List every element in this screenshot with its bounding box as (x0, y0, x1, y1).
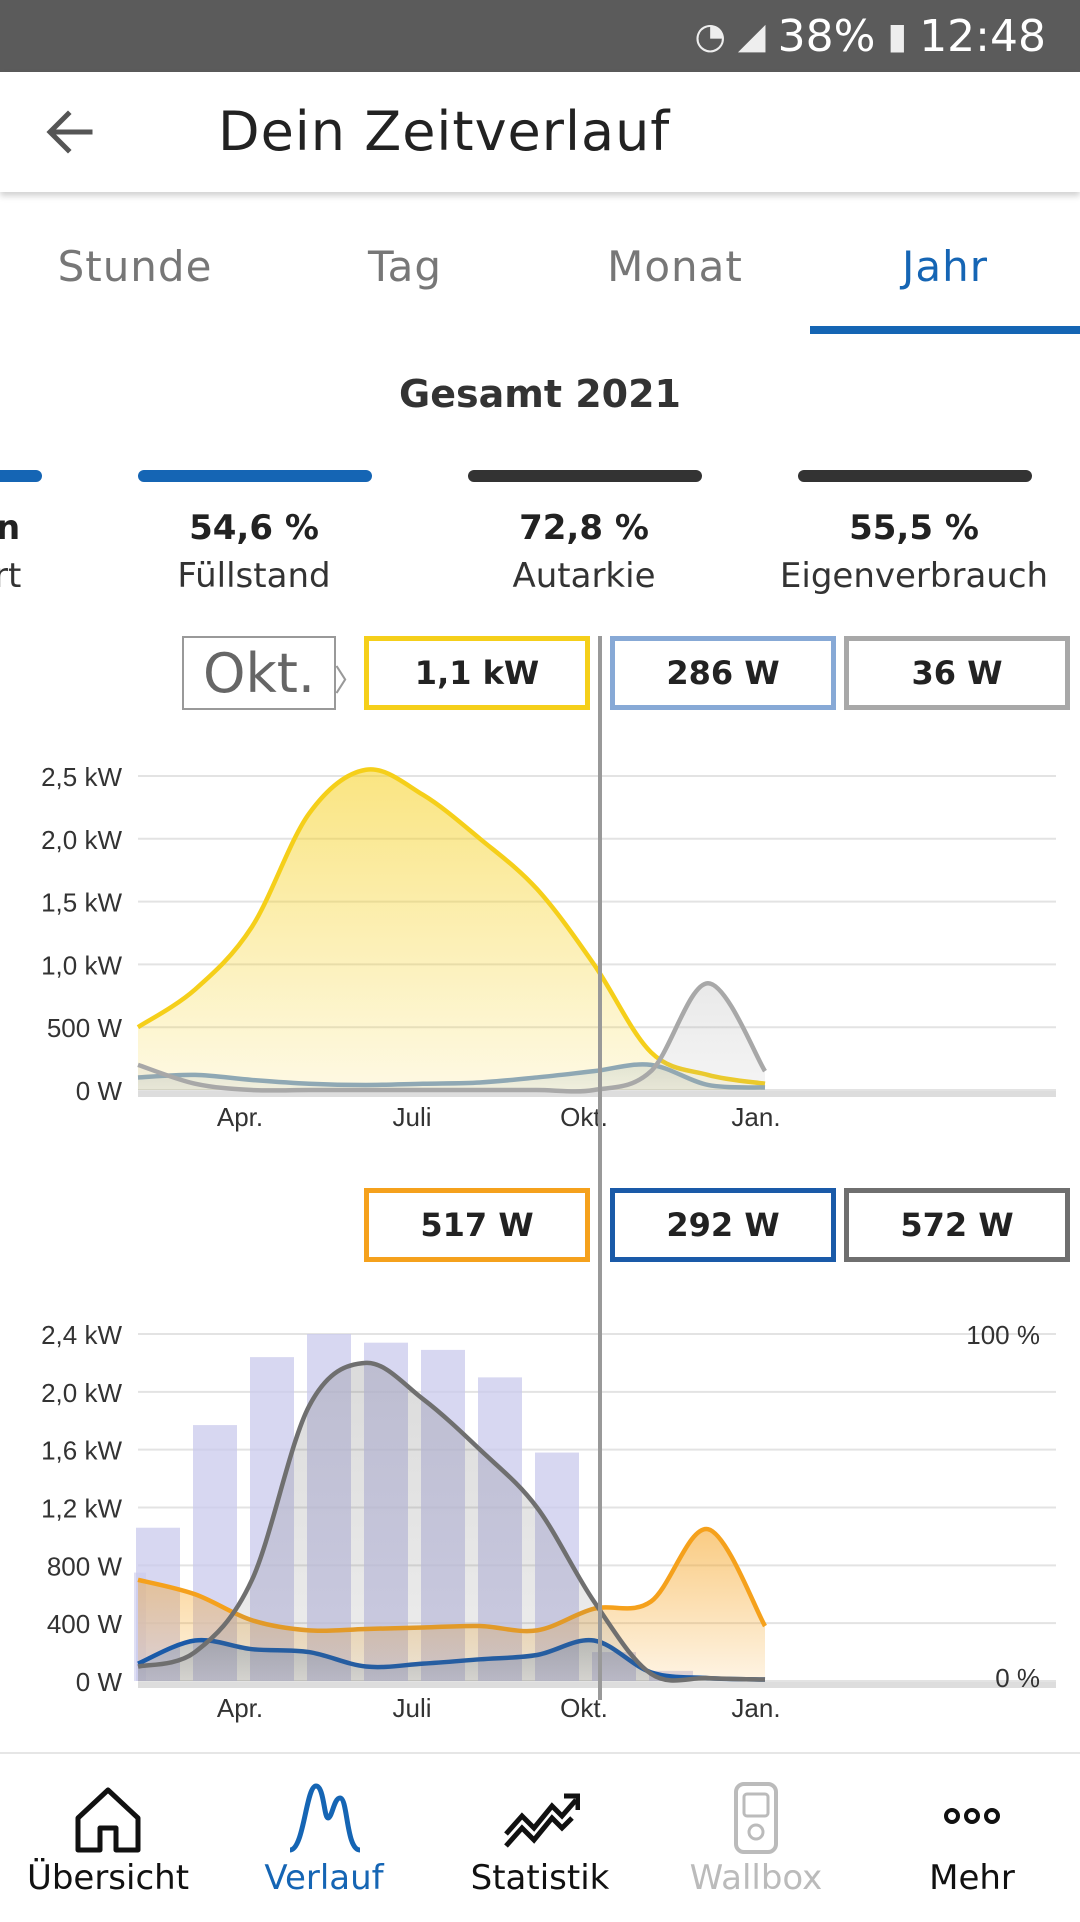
value-box-production: 1,1 kW (364, 636, 590, 710)
kpi-value-partial: n (0, 508, 21, 548)
x-tick-label: Juli (392, 1102, 431, 1132)
x-tick-label: Jan. (731, 1102, 780, 1132)
arrow-left-icon[interactable] (40, 102, 100, 162)
nav-wallbox[interactable]: Wallbox (648, 1754, 864, 1922)
series-area (138, 1362, 765, 1681)
series-line (137, 1360, 766, 1683)
nav-label: Übersicht (26, 1858, 190, 1898)
x-tick-label: Apr. (217, 1693, 263, 1723)
nav-mehr[interactable]: Mehr (864, 1754, 1080, 1922)
series-area (138, 769, 765, 1090)
house-icon (75, 1787, 141, 1853)
series-line (136, 767, 766, 1086)
value-box-consumption: 292 W (610, 1188, 836, 1262)
tab-active-indicator (810, 326, 1080, 334)
x-tick-label: Apr. (217, 1102, 263, 1132)
tab-monat[interactable]: Monat (607, 242, 743, 291)
x-tick-label: Juli (392, 1693, 431, 1723)
summary-title: Gesamt 2021 (399, 372, 681, 416)
tab-stunde[interactable]: Stunde (57, 242, 213, 291)
app-bar: Dein Zeitverlauf (0, 72, 1080, 192)
wallbox-icon (734, 1782, 778, 1854)
value-box-grid-draw: 36 W (844, 636, 1070, 710)
kpi-label-autarkie: Autarkie (512, 556, 656, 596)
nav-verlauf[interactable]: Verlauf (216, 1754, 432, 1922)
y-tick-label: 2,5 kW (41, 762, 122, 792)
nav-statistik[interactable]: Statistik (432, 1754, 648, 1922)
nav-label: Wallbox (689, 1858, 823, 1898)
nav-uebersicht[interactable]: Übersicht (0, 1754, 216, 1922)
y-tick-label: 1,6 kW (41, 1436, 122, 1466)
y-tick-label: 400 W (47, 1609, 123, 1639)
kpi-value-autarkie: 72,8 % (519, 508, 649, 548)
battery-percent: 38% (777, 10, 876, 62)
y-tick-label: 0 W (76, 1667, 123, 1697)
y-tick-label: 500 W (47, 1013, 123, 1043)
nav-label: Statistik (470, 1858, 610, 1898)
y-tick-label: 2,0 kW (41, 825, 122, 855)
nav-label: Mehr (929, 1858, 1015, 1898)
kpi-bar-partial (0, 470, 42, 482)
kpi-bar-autarkie (468, 470, 702, 482)
battery-icon: ▮ (887, 15, 908, 57)
kpi-bar-fuellstand (138, 470, 372, 482)
kpi-bar-eigenverbrauch (798, 470, 1032, 482)
value-box-battery: 517 W (364, 1188, 590, 1262)
tab-tag[interactable]: Tag (367, 242, 443, 291)
nav-label: Verlauf (264, 1858, 384, 1898)
signal-icon: ◢ (737, 15, 766, 57)
value-box-self-use: 572 W (844, 1188, 1070, 1262)
chevron-right-icon: 〉 (334, 664, 364, 699)
page-title: Dein Zeitverlauf (218, 100, 671, 163)
x-tick-label: Jan. (731, 1693, 780, 1723)
y-tick-label: 1,2 kW (41, 1494, 122, 1524)
y-tick-label: 2,0 kW (41, 1378, 122, 1408)
status-bar: ◔ ◢ 38% ▮ 12:48 (0, 0, 1080, 72)
series-area (138, 983, 765, 1092)
series-line (137, 980, 767, 1094)
y-tick-label: 1,5 kW (41, 888, 122, 918)
y-tick-label: 800 W (47, 1551, 123, 1581)
y2-tick-label: 0 % (995, 1663, 1040, 1693)
clock: 12:48 (919, 10, 1046, 62)
value-box-grid-feed: 286 W (610, 636, 836, 710)
kpi-label-fuellstand: Füllstand (177, 556, 331, 596)
kpi-value-eigenverbrauch: 55,5 % (849, 508, 979, 548)
y-tick-label: 2,4 kW (41, 1320, 122, 1350)
charts-canvas[interactable]: 2,5 kW 2,0 kW 1,5 kW 1,0 kW 500 W 0 W Apr. Juli… (0, 0, 1080, 1752)
wifi-icon: ◔ (694, 15, 726, 57)
bottom-navigation: Übersicht Verlauf Statistik Wallbox Mehr (0, 1752, 1080, 1920)
cursor-label: Okt. (182, 636, 336, 710)
kpi-label-eigenverbrauch: Eigenverbrauch (779, 556, 1049, 596)
y-tick-label: 0 W (76, 1076, 123, 1106)
kpi-value-fuellstand: 54,6 % (189, 508, 319, 548)
y2-tick-label: 100 % (966, 1320, 1040, 1350)
period-tabs: Stunde Tag Monat Jahr (0, 220, 1080, 336)
curve-icon (288, 1783, 361, 1853)
more-dots-icon (944, 1808, 1000, 1824)
kpi-label-partial: rt (0, 556, 22, 596)
tab-jahr[interactable]: Jahr (901, 242, 988, 291)
trend-icon (504, 1793, 580, 1848)
y-tick-label: 1,0 kW (41, 950, 122, 980)
